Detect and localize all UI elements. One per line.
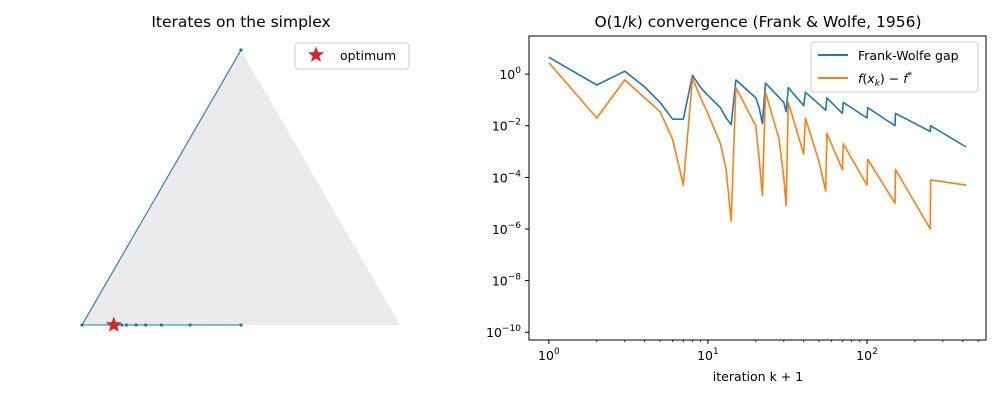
- iterate-point: [239, 48, 243, 52]
- series-gap-line: [548, 56, 967, 148]
- convergence-legend: Frank-Wolfe gap f(xk) − f*: [810, 41, 979, 93]
- iterate-point: [188, 323, 192, 327]
- legend-subopt-label: f(xk) − f*: [858, 71, 913, 89]
- iterate-point: [124, 323, 129, 327]
- x-axis-label: iteration k + 1: [713, 369, 803, 384]
- simplex-legend-box: [294, 42, 410, 70]
- iterate-point: [80, 323, 84, 327]
- optimum-star-icon: [105, 316, 122, 332]
- iterate-point: [144, 323, 148, 327]
- simplex-legend-label: optimum: [340, 48, 396, 63]
- simplex-title: Iterates on the simplex: [151, 13, 330, 31]
- legend-gap-label: Frank-Wolfe gap: [858, 48, 959, 63]
- iterate-path: [80, 48, 243, 332]
- simplex-panel: Iterates on the simplex optimum: [80, 13, 410, 332]
- iterate-point: [120, 323, 124, 327]
- plot-frame: [528, 35, 987, 341]
- simplex-legend: optimum: [294, 42, 410, 70]
- convergence-title: O(1/k) convergence (Frank & Wolfe, 1956): [594, 13, 921, 31]
- convergence-legend-box: [810, 41, 979, 93]
- simplex-triangle: [82, 50, 400, 325]
- iterate-point: [239, 323, 243, 327]
- series-lines: [548, 56, 967, 230]
- legend-star-icon: [307, 46, 325, 62]
- series-subopt-line: [548, 62, 967, 230]
- iterate-point: [134, 323, 138, 327]
- iterate-point: [159, 323, 164, 327]
